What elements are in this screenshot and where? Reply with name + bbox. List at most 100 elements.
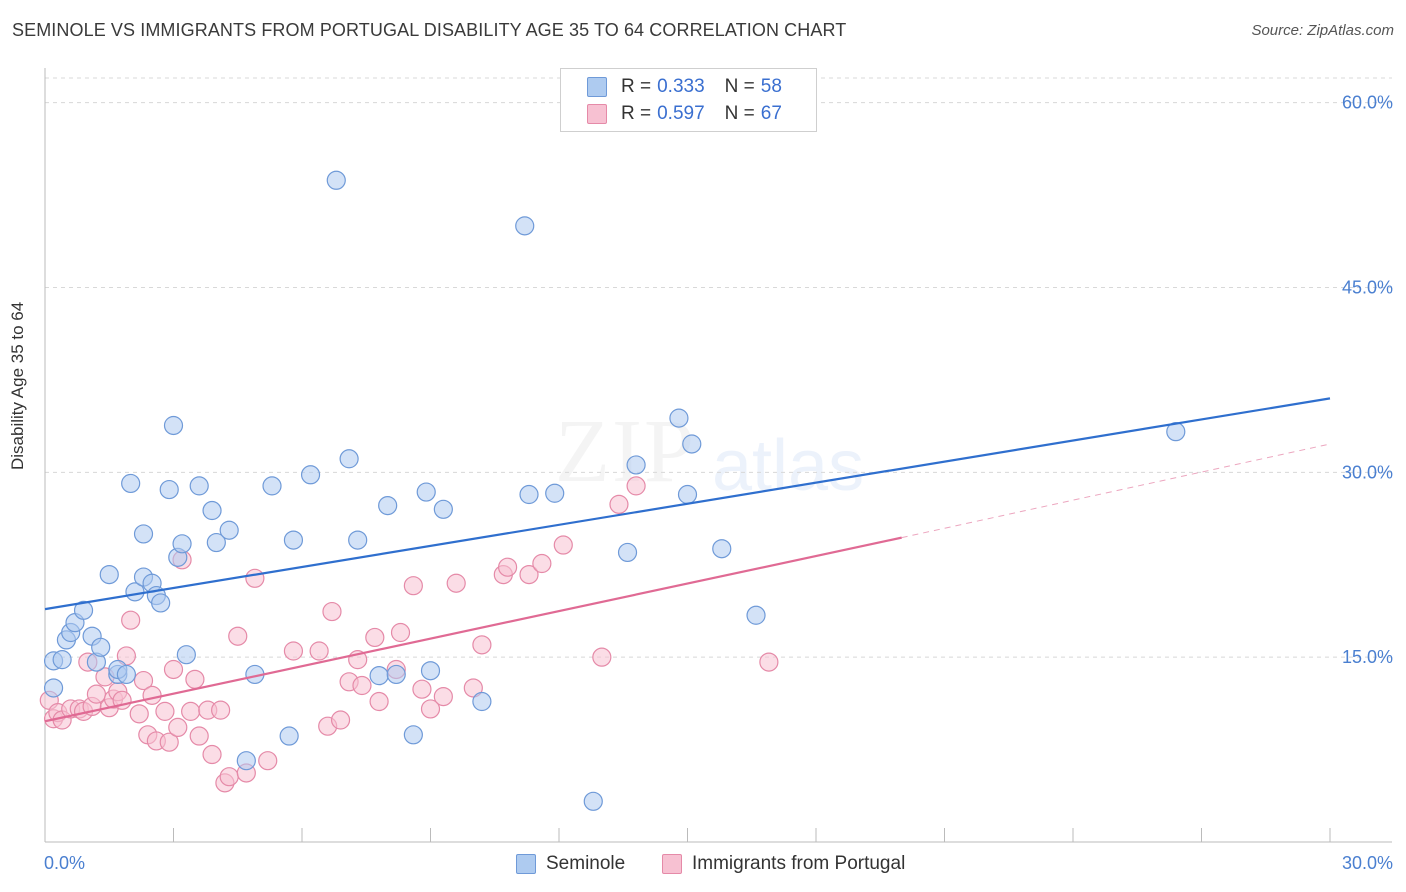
portugal-swatch [587, 104, 607, 124]
portugal-point [185, 669, 205, 689]
portugal-swatch [662, 854, 682, 874]
seminole-point [176, 645, 196, 665]
portugal-point [86, 684, 107, 704]
seminole-point [746, 605, 766, 625]
portugal-point [181, 701, 201, 721]
portugal-trend-extension [901, 443, 1331, 539]
seminole-point [433, 499, 453, 519]
portugal-point [412, 679, 432, 699]
portugal-point [365, 627, 385, 648]
portugal-point [202, 744, 222, 765]
x-tick-label: 0.0% [44, 853, 85, 873]
legend-r-value: 0.597 [657, 103, 705, 124]
seminole-trend-line [44, 397, 1331, 611]
seminole-point [545, 483, 565, 503]
portugal-point [446, 573, 466, 593]
portugal-point [258, 751, 278, 771]
portugal-point [592, 647, 612, 667]
portugal-point [168, 717, 188, 738]
portugal-point [498, 557, 518, 577]
portugal-point [129, 704, 149, 724]
portugal-point [626, 476, 646, 496]
portugal-point [228, 626, 248, 646]
portugal-point [369, 691, 389, 712]
seminole-swatch [516, 854, 536, 874]
source-label: Source: ZipAtlas.com [1251, 22, 1394, 39]
portugal-point [472, 635, 492, 655]
seminole-point [189, 476, 209, 496]
portugal-point [330, 710, 351, 730]
seminole-point [682, 434, 702, 454]
seminole-point [219, 520, 239, 540]
seminole-point [416, 482, 436, 502]
portugal-point [759, 652, 779, 672]
legend-n-label: N = [724, 103, 755, 124]
legend-r-label: R = [621, 76, 652, 97]
bottom-legend-portugal: Immigrants from Portugal [662, 852, 905, 876]
seminole-point [326, 170, 346, 190]
y-tick-label: 60.0% [1342, 93, 1393, 113]
legend-r-value: 0.333 [657, 76, 705, 97]
seminole-point [669, 408, 689, 428]
seminole-point [472, 691, 492, 712]
bottom-legend-portugal-label: Immigrants from Portugal [692, 853, 906, 874]
seminole-point [151, 593, 171, 613]
legend-n-value: 67 [760, 103, 782, 124]
seminole-point [133, 524, 154, 544]
seminole-point [386, 664, 406, 685]
portugal-point [211, 700, 231, 720]
seminole-point [52, 650, 72, 670]
chart-title: SEMINOLE VS IMMIGRANTS FROM PORTUGAL DIS… [12, 20, 847, 40]
portugal-point [155, 701, 175, 721]
portugal-point [121, 610, 141, 630]
seminole-point [236, 751, 256, 771]
portugal-point [159, 732, 179, 752]
seminole-point [121, 473, 141, 494]
seminole-point [712, 539, 732, 559]
seminole-point [43, 678, 64, 698]
portugal-point [189, 726, 209, 746]
portugal-point [420, 699, 441, 719]
seminole-point [99, 564, 119, 585]
seminole-point [339, 449, 359, 469]
portugal-point [519, 564, 539, 585]
y-tick-label: 30.0% [1342, 462, 1393, 482]
x-tick-label: 30.0% [1342, 853, 1393, 873]
legend-row-seminole: R = 0.333 N = 58 [587, 75, 782, 99]
portugal-point [532, 553, 552, 574]
portugal-point [352, 675, 372, 696]
seminole-point [159, 479, 179, 500]
seminole-point [279, 726, 299, 746]
seminole-point [515, 216, 535, 236]
bottom-legend-seminole-label: Seminole [546, 853, 626, 874]
portugal-point [309, 641, 329, 661]
seminole-point [403, 725, 423, 745]
seminole-point [348, 530, 368, 550]
bottom-legend-seminole: Seminole [516, 852, 625, 876]
seminole-point [378, 495, 398, 516]
seminole-point [206, 532, 226, 553]
watermark-logo-atlas: atlas [712, 426, 865, 506]
portugal-point [403, 576, 423, 596]
legend-n-label: N = [724, 76, 755, 97]
portugal-point [609, 494, 629, 514]
seminole-point [91, 637, 111, 657]
seminole-point [300, 465, 321, 485]
seminole-point [262, 476, 282, 496]
seminole-point [172, 534, 192, 554]
portugal-point [553, 535, 573, 555]
seminole-point [420, 661, 441, 681]
legend: R = 0.333 N = 58 R = 0.597 N = 67 [560, 68, 817, 132]
portugal-point [283, 641, 304, 661]
seminole-point [677, 484, 698, 505]
legend-r-label: R = [621, 103, 652, 124]
portugal-point [219, 767, 239, 787]
seminole-point [617, 542, 638, 563]
portugal-point [245, 568, 265, 588]
seminole-point [583, 791, 603, 811]
portugal-trend-line [44, 536, 902, 723]
seminole-point [202, 500, 222, 521]
portugal-point [142, 685, 162, 705]
seminole-point [73, 600, 94, 620]
